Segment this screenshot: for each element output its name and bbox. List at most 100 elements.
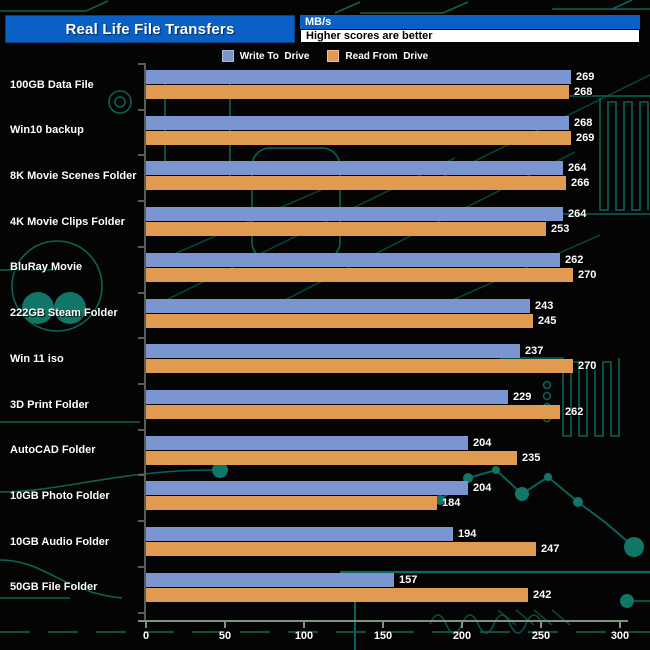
category-label: 100GB Data File	[10, 78, 94, 91]
bar-write	[146, 161, 563, 176]
bar-read	[146, 176, 566, 191]
y-axis-tick	[138, 565, 146, 568]
bar-read	[146, 450, 517, 465]
legend: Write To Drive Read From Drive	[0, 49, 650, 63]
value-label-read: 184	[442, 497, 461, 510]
bar-write	[146, 527, 453, 542]
value-label-write: 264	[568, 162, 587, 175]
x-axis-tick	[619, 620, 621, 628]
value-label-read: 253	[551, 223, 570, 236]
x-axis-tick-label: 250	[531, 630, 551, 642]
category-label: BluRay Movie	[10, 261, 83, 274]
category-label: 3D Print Folder	[10, 398, 89, 411]
y-axis-line	[144, 63, 146, 622]
value-label-write: 268	[574, 116, 593, 129]
category-label: Win10 backup	[10, 124, 84, 137]
write-series-swatch	[221, 50, 234, 62]
x-axis-tick-label: 50	[218, 630, 232, 642]
category-label: 50GB File Folder	[10, 581, 98, 594]
value-label-read: 270	[578, 360, 597, 373]
value-label-write: 204	[473, 436, 492, 449]
legend-label-read: Read From Drive	[345, 50, 429, 62]
x-axis-tick	[224, 620, 226, 628]
bar-write	[146, 70, 571, 84]
bar-write	[146, 572, 394, 587]
category-label: 10GB Photo Folder	[10, 489, 110, 502]
value-label-read: 268	[574, 86, 593, 98]
value-label-read: 262	[565, 406, 584, 419]
bar-read	[146, 130, 571, 145]
x-axis-line	[138, 620, 628, 622]
bar-read	[146, 587, 528, 602]
x-axis-tick	[382, 620, 384, 628]
value-label-read: 242	[533, 588, 552, 601]
value-label-write: 243	[535, 299, 554, 312]
value-label-write: 262	[565, 253, 584, 266]
bar-write	[146, 252, 560, 267]
y-axis-tick	[138, 383, 146, 386]
value-label-read: 269	[576, 131, 595, 144]
value-label-read: 245	[538, 314, 557, 327]
legend-item-read: Read From Drive	[327, 50, 428, 62]
value-label-write: 237	[525, 345, 544, 358]
category-label: 8K Movie Scenes Folder	[10, 169, 137, 182]
y-axis-tick	[138, 337, 146, 340]
x-axis-tick	[303, 620, 305, 628]
bar-read	[146, 542, 536, 557]
y-axis-tick	[138, 245, 146, 248]
bar-read	[146, 313, 533, 328]
value-label-write: 264	[568, 208, 587, 221]
value-label-write: 229	[513, 391, 532, 404]
value-label-read: 266	[571, 177, 590, 190]
value-label-read: 235	[522, 451, 541, 464]
category-label: 222GB Steam Folder	[10, 307, 118, 320]
bar-write	[146, 298, 530, 313]
x-axis-tick	[461, 620, 463, 628]
bar-read	[146, 405, 560, 420]
x-axis-tick-label: 0	[142, 630, 150, 642]
y-axis-tick	[138, 154, 146, 157]
x-axis-tick-label: 300	[610, 630, 630, 642]
value-label-read: 270	[578, 268, 597, 281]
bar-write	[146, 207, 563, 222]
x-axis-tick	[540, 620, 542, 628]
category-label: 4K Movie Clips Folder	[10, 215, 125, 228]
legend-label-write: Write To Drive	[239, 50, 310, 62]
bar-write	[146, 115, 569, 130]
y-axis-tick	[138, 63, 146, 65]
y-axis-tick	[138, 291, 146, 294]
y-axis-tick	[138, 611, 146, 614]
category-label: AutoCAD Folder	[10, 444, 96, 457]
chart-title: Real Life File Transfers	[65, 20, 235, 38]
value-label-write: 157	[399, 573, 418, 586]
unit-label: MB/s	[300, 15, 640, 29]
read-series-swatch	[327, 50, 340, 62]
bar-write	[146, 435, 468, 450]
bar-write	[146, 481, 468, 496]
y-axis-tick	[138, 474, 146, 477]
value-label-write: 194	[458, 528, 477, 541]
bar-read	[146, 85, 569, 99]
y-axis-tick	[138, 108, 146, 111]
y-axis-tick	[138, 520, 146, 523]
higher-is-better-note: Higher scores are better	[300, 29, 640, 43]
value-label-read: 247	[541, 543, 560, 556]
x-axis-tick-label: 150	[373, 630, 393, 642]
x-axis-tick-label: 200	[452, 630, 472, 642]
bar-read	[146, 359, 573, 374]
chart-title-box: Real Life File Transfers	[5, 15, 295, 43]
bar-write	[146, 344, 520, 359]
x-axis-tick	[145, 620, 147, 628]
y-axis-tick	[138, 200, 146, 203]
legend-item-write: Write To Drive	[221, 50, 310, 62]
value-label-write: 269	[576, 71, 595, 83]
bar-read	[146, 267, 573, 282]
bar-write	[146, 390, 508, 405]
category-label: 10GB Audio Folder	[10, 535, 110, 548]
bar-read	[146, 222, 546, 237]
value-label-write: 204	[473, 482, 492, 495]
category-label: Win 11 iso	[10, 352, 64, 365]
y-axis-tick	[138, 428, 146, 431]
bar-read	[146, 496, 437, 511]
